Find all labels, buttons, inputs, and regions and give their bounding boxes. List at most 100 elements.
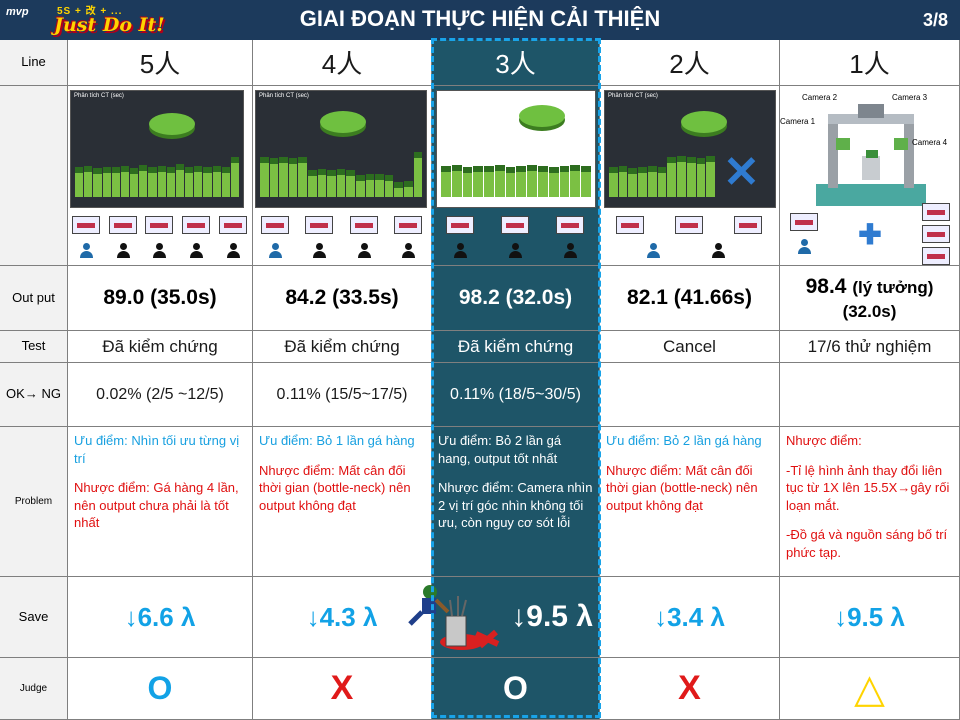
operator-icon (356, 243, 372, 259)
workpiece-icon (790, 213, 818, 231)
line-2-pros: Ưu điểm: Bỏ 2 lần gá hàng (606, 433, 762, 448)
line-4-judge: X (253, 658, 432, 720)
line-2-output: 82.1 (41.66s) (600, 266, 780, 331)
operator-icon (151, 243, 167, 259)
mascot-hammer-icon (408, 585, 500, 650)
line-1-cons-1: -Tỉ lệ hình ảnh thay đổi liên tục từ 1X … (786, 462, 950, 513)
row-label-okng: OK→ NG (0, 363, 68, 427)
line-5-pros: Ưu điểm: Nhìn tối ưu từng vị trí (74, 433, 240, 466)
operator-icon (267, 243, 283, 259)
tool-icons-row: ✚ (790, 203, 950, 265)
camera-2-label: Camera 2 (802, 93, 838, 102)
line-1-okng (780, 363, 960, 427)
line-3-judge: O (432, 658, 600, 720)
workpiece-icon (108, 216, 137, 234)
workpiece-icon (922, 203, 950, 221)
operator-icon (452, 243, 468, 259)
line-1-cons-title: Nhược điểm: (786, 433, 862, 448)
ct-analysis-chart-thumb (436, 90, 596, 208)
workpiece-icon (674, 216, 703, 234)
camera-rig-icon (816, 104, 926, 206)
line-5-judge: O (68, 658, 253, 720)
line-3-okng: 0.11% (18/5~30/5) (432, 363, 600, 427)
bar-chart-icon (441, 147, 591, 197)
line-3-images (432, 86, 600, 266)
line-4-output: 84.2 (33.5s) (253, 266, 432, 331)
line-4-test: Đã kiểm chứng (253, 331, 432, 363)
camera-rig-machine (806, 98, 936, 208)
camera-4-label: Camera 4 (912, 138, 948, 147)
line-4-images: Phân tích CT (sec) (253, 86, 432, 266)
line-4-save: ↓4.3 λ (253, 577, 432, 658)
operator-icons-row (68, 240, 251, 262)
line-2-images: Phân tích CT (sec) ✕ (600, 86, 780, 266)
ct-analysis-chart-thumb: Phân tích CT (sec) (70, 90, 244, 208)
row-label-save: Save (0, 577, 68, 658)
pie-icon (149, 113, 195, 135)
cancel-cross-icon: ✕ (723, 148, 760, 197)
camera-1-label: Camera 1 (780, 117, 816, 126)
workpiece-icon (305, 216, 334, 234)
line-4-header: 4人 (253, 40, 432, 86)
workpiece-icon (922, 247, 950, 265)
row-label-image (0, 86, 68, 266)
line-5-test: Đã kiểm chứng (68, 331, 253, 363)
operator-icon (225, 243, 241, 259)
line-3-cons: Nhược điểm: Camera nhìn 2 vị trí góc nhì… (438, 480, 593, 531)
operator-icons-row (620, 240, 750, 262)
line-5-cons: Nhược điểm: Gá hàng 4 lần, nên output ch… (74, 480, 239, 531)
operator-icon (115, 243, 131, 259)
workpiece-icon (393, 216, 422, 234)
bar-chart-icon (75, 147, 240, 197)
workpiece-icon (500, 216, 529, 234)
workpiece-icon (218, 216, 247, 234)
workpiece-icon (922, 225, 950, 243)
logo-subtitle: 5S + 改 + ... (57, 6, 123, 17)
workpiece-icon (145, 216, 174, 234)
thumb-title: Phân tích CT (sec) (259, 93, 309, 99)
line-5-header: 5人 (68, 40, 253, 86)
tool-icons-row (253, 212, 430, 238)
just-do-it-logo: mvp 5S + 改 + ... Just Do It! (2, 2, 170, 38)
line-1-save: ↓9.5 λ (780, 577, 960, 658)
row-label-output: Out put (0, 266, 68, 331)
thumb-title: Phân tích CT (sec) (608, 93, 658, 99)
line-4-okng: 0.11% (15/5~17/5) (253, 363, 432, 427)
line-1-cons-2: -Đồ gá và nguồn sáng bố trí phức tạp. (786, 527, 948, 560)
operator-icon (311, 243, 327, 259)
workpiece-icon (72, 216, 101, 234)
pie-icon (320, 111, 366, 133)
line-4-problem: Ưu điểm: Bỏ 1 lần gá hàng Nhược điểm: Mấ… (253, 427, 432, 577)
workpiece-icon (349, 216, 378, 234)
operator-icon (507, 243, 523, 259)
line-3-problem: Ưu điểm: Bỏ 2 lần gá hang, output tốt nh… (432, 427, 600, 577)
row-label-line: Line (0, 40, 68, 86)
line-1-test: 17/6 thử nghiệm (780, 331, 960, 363)
line-2-problem: Ưu điểm: Bỏ 2 lần gá hàng Nhược điểm: Mấ… (600, 427, 780, 577)
line-5-save: ↓6.6 λ (68, 577, 253, 658)
operator-icons-row (432, 240, 598, 262)
line-5-images: Phân tích CT (sec) (68, 86, 253, 266)
tool-icons-row (600, 212, 778, 238)
line-5-okng: 0.02% (2/5 ~12/5) (68, 363, 253, 427)
row-label-problem: Problem (0, 427, 68, 577)
line-2-save: ↓3.4 λ (600, 577, 780, 658)
row-label-test: Test (0, 331, 68, 363)
line-5-output: 89.0 (35.0s) (68, 266, 253, 331)
operator-icon (188, 243, 204, 259)
logo-mvp: mvp (6, 6, 29, 18)
ct-analysis-chart-thumb: Phân tích CT (sec) (255, 90, 427, 208)
workpiece-icon (615, 216, 644, 234)
header-bar: mvp 5S + 改 + ... Just Do It! GIAI ĐOẠN T… (0, 0, 960, 40)
line-4-pros: Ưu điểm: Bỏ 1 lần gá hàng (259, 433, 415, 448)
operator-icon (562, 243, 578, 259)
logo-text: Just Do It! (54, 14, 165, 36)
bar-chart-icon (609, 147, 716, 197)
operator-icon (796, 239, 812, 255)
line-1-output: 98.4 (lý tưởng) (32.0s) (780, 266, 960, 331)
workpiece-icon (182, 216, 211, 234)
workpiece-icon (445, 216, 474, 234)
operator-icons-row (253, 240, 430, 262)
line-1-images: Camera 2 Camera 3 Camera 1 Camera 4 ✚ (780, 86, 960, 266)
line-2-header: 2人 (600, 40, 780, 86)
